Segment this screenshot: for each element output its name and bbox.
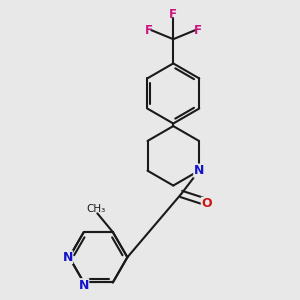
Text: F: F	[194, 24, 202, 37]
Text: F: F	[145, 24, 153, 37]
Text: F: F	[169, 8, 177, 21]
Text: N: N	[62, 251, 73, 264]
Text: O: O	[201, 197, 212, 210]
Text: CH₃: CH₃	[86, 204, 105, 214]
Text: N: N	[79, 278, 89, 292]
Text: N: N	[194, 164, 204, 177]
